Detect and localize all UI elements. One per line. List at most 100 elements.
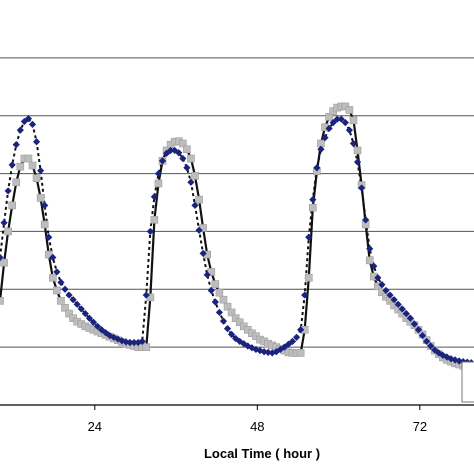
blue-diamond-marker	[89, 318, 98, 326]
blue-diamond-marker	[69, 296, 77, 304]
gray-square-marker	[28, 161, 37, 170]
x-axis-title: Local Time ( hour )	[204, 446, 320, 461]
gray-square-marker	[32, 174, 41, 182]
blue-diamond-marker	[366, 245, 374, 253]
blue-diamond-marker	[292, 333, 301, 341]
gray-square-marker	[345, 106, 354, 114]
blue-diamond-marker	[199, 249, 207, 258]
blue-diamond-marker	[65, 291, 73, 299]
blue-diamond-marker	[167, 146, 175, 155]
blue-diamond-marker	[57, 278, 65, 286]
blue-diamond-marker	[215, 308, 223, 317]
blue-diamond-marker	[451, 356, 459, 364]
gray-square-marker	[179, 139, 187, 148]
x-tick-label: 24	[88, 419, 102, 434]
gray-square-marker	[49, 273, 57, 282]
x-tick-label: 48	[250, 419, 264, 434]
blue-diamond-marker	[8, 161, 16, 169]
gray-square-marker	[8, 201, 16, 210]
blue-diamond-marker	[37, 167, 45, 175]
blue-diamond-marker	[4, 187, 12, 195]
blue-diamond-marker	[288, 337, 297, 345]
axes	[0, 404, 474, 410]
gray-square-marker	[142, 343, 151, 351]
gray-square-marker	[365, 256, 374, 265]
blue-diamond-marker	[41, 201, 49, 209]
blue-diamond-marker	[187, 178, 195, 186]
blue-diamond-marker	[410, 320, 419, 328]
legend-box	[461, 361, 474, 403]
gray-square-marker	[36, 194, 45, 202]
gray-square-marker	[57, 297, 65, 305]
blue-diamond-marker	[158, 157, 167, 165]
blue-diamond-marker	[93, 322, 102, 330]
blue-diamond-marker	[374, 274, 382, 282]
gray-square-marker	[24, 154, 33, 163]
gray-square-marker	[219, 295, 228, 304]
blue-diamond-marker	[341, 119, 349, 127]
blue-diamond-marker	[179, 154, 187, 163]
blue-diamond-marker	[130, 338, 138, 347]
gray-square-marker	[304, 273, 313, 282]
blue-diamond-marker	[122, 338, 130, 346]
gray-square-marker	[191, 172, 199, 180]
gray-square-marker	[215, 288, 224, 297]
gray-square-marker	[349, 116, 358, 125]
blue-diamond-marker	[378, 281, 386, 289]
blue-diamond-marker	[264, 348, 272, 356]
blue-diamond-marker	[45, 233, 53, 241]
blue-diamond-marker	[317, 145, 325, 153]
blue-diamond-marker	[77, 305, 85, 313]
blue-diamond-marker	[276, 345, 284, 354]
blue-diamond-marker	[418, 331, 427, 340]
blue-diamond-marker	[362, 216, 370, 224]
blue-diamond-marker	[85, 314, 93, 322]
blue-diamond-marker	[252, 345, 260, 354]
gray-square-marker	[65, 309, 73, 318]
gridlines	[0, 57, 474, 348]
gray-square-marker	[231, 314, 240, 323]
blue-diamond-marker	[382, 286, 390, 295]
blue-diamond-marker	[114, 335, 122, 343]
blue-diamond-marker	[126, 338, 134, 347]
blue-diamond-marker	[183, 164, 191, 172]
blue-diamond-marker	[333, 115, 341, 123]
gray-square-marker	[183, 145, 191, 154]
blue-diamond-marker	[414, 326, 423, 334]
blue-diamond-marker	[329, 119, 337, 127]
blue-diamond-marker	[280, 343, 288, 351]
gray-square-marker	[187, 154, 195, 163]
blue-diamond-marker	[386, 291, 394, 299]
gray-square-marker	[16, 162, 25, 171]
blue-diamond-marker	[207, 286, 215, 295]
series-lines	[0, 105, 472, 368]
gray-square-marker	[12, 178, 21, 187]
blue-diamond-marker	[32, 138, 41, 146]
dotted-series-line	[0, 117, 472, 364]
series-markers	[0, 102, 474, 371]
blue-diamond-marker	[349, 139, 358, 148]
gray-square-marker	[211, 280, 220, 288]
blue-diamond-marker	[138, 337, 146, 345]
blue-diamond-marker	[353, 158, 362, 166]
gray-square-marker	[0, 258, 8, 267]
gray-square-marker	[309, 203, 317, 212]
x-tick-labels: 24 48 72	[88, 419, 427, 434]
blue-diamond-marker	[0, 253, 4, 262]
blue-diamond-marker	[81, 309, 89, 318]
blue-diamond-marker	[406, 314, 414, 322]
blue-diamond-marker	[223, 325, 232, 333]
gray-square-marker	[4, 227, 12, 236]
blue-diamond-marker	[227, 330, 236, 339]
blue-diamond-marker	[394, 300, 402, 308]
blue-diamond-marker	[309, 196, 317, 204]
blue-diamond-marker	[325, 124, 333, 133]
blue-diamond-marker	[0, 219, 8, 227]
gray-square-marker	[61, 303, 69, 312]
gray-square-marker	[150, 216, 159, 224]
blue-diamond-marker	[106, 331, 114, 340]
blue-diamond-marker	[110, 333, 118, 341]
x-tick-label: 72	[413, 419, 427, 434]
blue-diamond-marker	[240, 340, 248, 348]
blue-diamond-marker	[297, 326, 305, 334]
